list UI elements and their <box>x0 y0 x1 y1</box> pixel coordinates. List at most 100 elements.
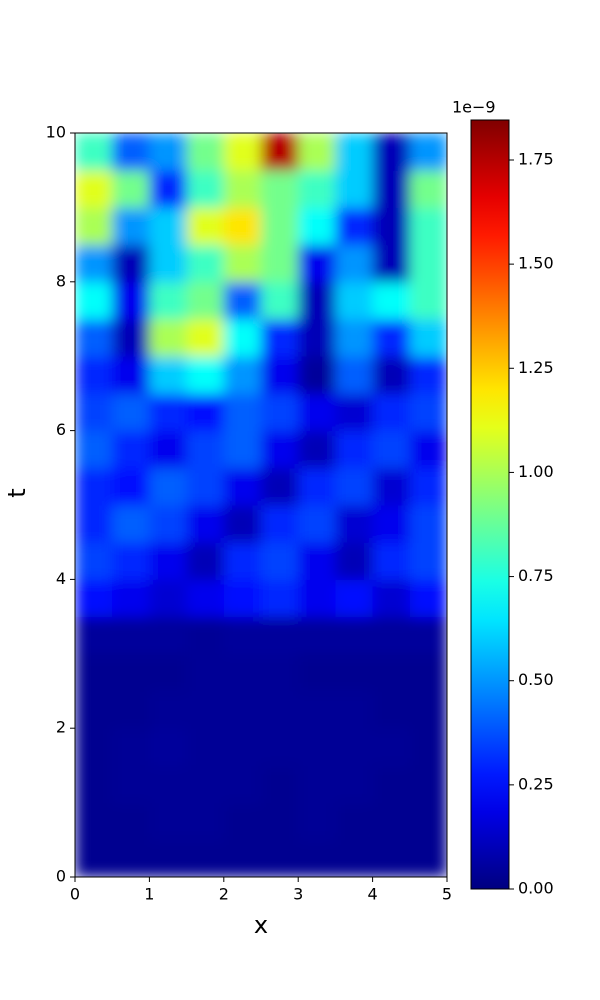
y-tick-label: 6 <box>56 420 66 439</box>
heatmap-cell <box>409 728 447 766</box>
heatmap-cell <box>335 244 374 283</box>
heatmap-cell <box>149 691 188 729</box>
heatmap-cell <box>223 691 262 729</box>
heatmap-cell <box>335 356 374 394</box>
heatmap-cell <box>261 542 299 580</box>
heatmap-cell <box>261 765 299 804</box>
heatmap-cell <box>149 393 188 432</box>
heatmap-cell <box>335 393 374 432</box>
heatmap-cell <box>335 728 374 766</box>
heatmap-cell <box>75 802 113 841</box>
heatmap-cell <box>149 244 188 283</box>
heatmap-cell <box>261 393 299 432</box>
heatmap-cell <box>112 579 150 618</box>
heatmap-cell <box>409 653 447 692</box>
heatmap-cell <box>261 467 299 506</box>
heatmap-cell <box>186 802 225 841</box>
heatmap-cell <box>409 170 447 208</box>
heatmap-cell <box>372 356 411 394</box>
heatmap-cell <box>75 653 113 692</box>
heatmap-cell <box>409 765 447 804</box>
heatmap-cell <box>149 653 188 692</box>
plot-frame <box>74 132 448 878</box>
heatmap-cell <box>261 579 299 618</box>
heatmap-cell <box>335 207 374 246</box>
heatmap-cell <box>186 244 225 283</box>
heatmap-cell <box>75 281 113 320</box>
heatmap-cell <box>372 133 411 171</box>
heatmap-cell <box>298 430 336 469</box>
heatmap-cell <box>261 207 299 246</box>
heatmap-cell <box>186 691 225 729</box>
heatmap-cell <box>372 393 411 432</box>
heatmap-cell <box>75 319 113 357</box>
heatmap-cell <box>335 802 374 841</box>
heatmap-cell <box>186 467 225 506</box>
y-axis-label: t <box>3 488 31 497</box>
heatmap-cell <box>409 505 447 543</box>
heatmap-cell <box>186 653 225 692</box>
heatmap-cell <box>298 505 336 543</box>
heatmap-cell <box>372 765 411 804</box>
heatmap-cell <box>186 393 225 432</box>
y-tick-label: 8 <box>56 271 66 290</box>
heatmap-cell <box>298 802 336 841</box>
heatmap-cell <box>223 319 262 357</box>
heatmap-cell <box>75 542 113 580</box>
heatmap-cell <box>149 170 188 208</box>
heatmap-cell <box>335 765 374 804</box>
heatmap-cell <box>75 839 113 877</box>
heatmap-cell <box>298 356 336 394</box>
x-axis-label: x <box>254 911 268 939</box>
heatmap-cell <box>335 133 374 171</box>
heatmap-cell <box>75 207 113 246</box>
heatmap-cell <box>372 579 411 618</box>
heatmap-cell <box>186 728 225 766</box>
heatmap-cell <box>186 133 225 171</box>
heatmap-cell <box>75 467 113 506</box>
heatmap-cell <box>223 616 262 655</box>
heatmap-cell <box>372 542 411 580</box>
colorbar-tick-label: 1.75 <box>518 149 554 168</box>
heatmap-cell <box>149 542 188 580</box>
heatmap-cell <box>223 579 262 618</box>
heatmap-cell <box>298 728 336 766</box>
heatmap-cell <box>149 505 188 543</box>
heatmap-cell <box>112 467 150 506</box>
heatmap-cell <box>112 244 150 283</box>
heatmap-cell <box>75 728 113 766</box>
heatmap-cells <box>75 133 447 877</box>
heatmap-cell <box>409 133 447 171</box>
heatmap-cell <box>372 207 411 246</box>
heatmap-cell <box>112 281 150 320</box>
colorbar-tick-label: 1.25 <box>518 358 554 377</box>
heatmap-cell <box>409 430 447 469</box>
heatmap-cell <box>223 170 262 208</box>
heatmap-cell <box>372 616 411 655</box>
heatmap-cell <box>409 467 447 506</box>
heatmap-cell <box>335 281 374 320</box>
heatmap-cell <box>186 505 225 543</box>
colorbar-tick-label: 1.00 <box>518 462 554 481</box>
heatmap-cell <box>335 839 374 877</box>
heatmap-cell <box>149 281 188 320</box>
heatmap-cell <box>261 839 299 877</box>
heatmap-cell <box>298 281 336 320</box>
x-tick-label: 5 <box>442 885 452 904</box>
x-tick-label: 2 <box>219 885 229 904</box>
heatmap-cell <box>112 542 150 580</box>
heatmap-cell <box>335 319 374 357</box>
heatmap-cell <box>372 467 411 506</box>
heatmap-cell <box>372 430 411 469</box>
heatmap-cell <box>261 133 299 171</box>
heatmap-cell <box>112 170 150 208</box>
heatmap-cell <box>298 170 336 208</box>
heatmap-cell <box>149 802 188 841</box>
heatmap-cell <box>186 542 225 580</box>
heatmap-cell <box>186 839 225 877</box>
heatmap-cell <box>261 170 299 208</box>
heatmap-cell <box>149 430 188 469</box>
heatmap-cell <box>112 356 150 394</box>
heatmap-cell <box>409 691 447 729</box>
